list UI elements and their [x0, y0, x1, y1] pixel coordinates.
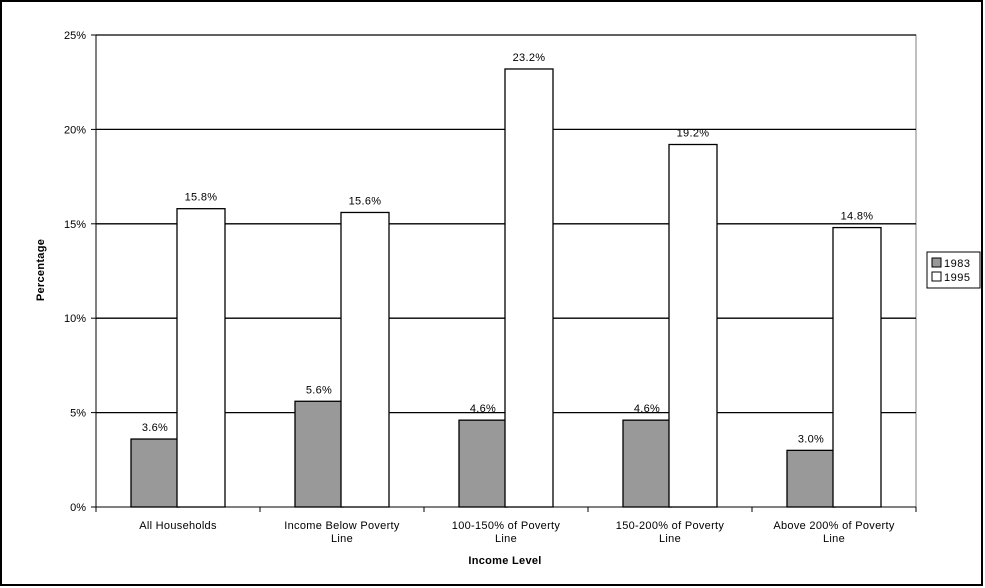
x-category-label: 100-150% of Poverty	[452, 520, 561, 532]
x-category-label: Above 200% of Poverty	[773, 520, 894, 532]
bar-1995	[176, 208, 226, 508]
data-label: 19.2%	[677, 128, 710, 140]
y-tick-label: 20%	[64, 124, 86, 136]
data-labels: 3.6% 15.8% 5.6% 15.6% 4.6% 23.2% 4.6% 19.2% 3.0%…	[142, 52, 873, 445]
y-tick-labels: 0% 5% 10% 15% 20% 25%	[64, 30, 86, 514]
bar-1983	[294, 400, 344, 508]
legend-label-1983: 1983	[944, 258, 970, 270]
bar-1995	[504, 68, 554, 508]
data-label: 4.6%	[470, 403, 496, 415]
data-label: 5.6%	[306, 384, 332, 396]
x-category-label: 150-200% of Poverty	[616, 520, 725, 532]
x-axis-title: Income Level	[468, 555, 541, 567]
legend-swatch-1983	[931, 257, 942, 268]
legend-swatch-1995	[931, 271, 942, 282]
y-tick-label: 15%	[64, 219, 86, 231]
bar-1983	[786, 449, 836, 508]
x-category-label: Line	[331, 533, 353, 545]
x-category-label: Line	[823, 533, 845, 545]
data-label: 15.8%	[185, 192, 218, 204]
bar-1983	[622, 419, 672, 508]
data-label: 3.6%	[142, 422, 168, 434]
y-tick-label: 0%	[70, 502, 86, 514]
data-label: 4.6%	[634, 403, 660, 415]
axes	[91, 34, 917, 512]
bar-1995	[668, 143, 718, 508]
bar-1983	[130, 438, 180, 508]
bar-1995	[832, 226, 882, 508]
legend: 1983 1995	[926, 251, 981, 289]
data-label: 23.2%	[513, 52, 546, 64]
bar-1983	[458, 419, 508, 508]
x-category-label: All Households	[139, 520, 217, 532]
y-tick-label: 10%	[64, 313, 86, 325]
y-tick-label: 5%	[70, 408, 86, 420]
x-category-label: Line	[495, 533, 517, 545]
legend-label-1995: 1995	[944, 272, 970, 284]
x-category-label: Income Below Poverty	[284, 520, 400, 532]
y-axis-title: Percentage	[35, 239, 47, 301]
x-category-labels: All Households Income Below PovertyLine10…	[139, 520, 894, 545]
data-label: 15.6%	[349, 195, 382, 207]
bar-1995	[340, 211, 390, 508]
bars	[130, 68, 882, 508]
data-label: 3.0%	[798, 433, 824, 445]
data-label: 14.8%	[841, 211, 874, 223]
y-tick-label: 25%	[64, 30, 86, 42]
x-category-label: Line	[659, 533, 681, 545]
